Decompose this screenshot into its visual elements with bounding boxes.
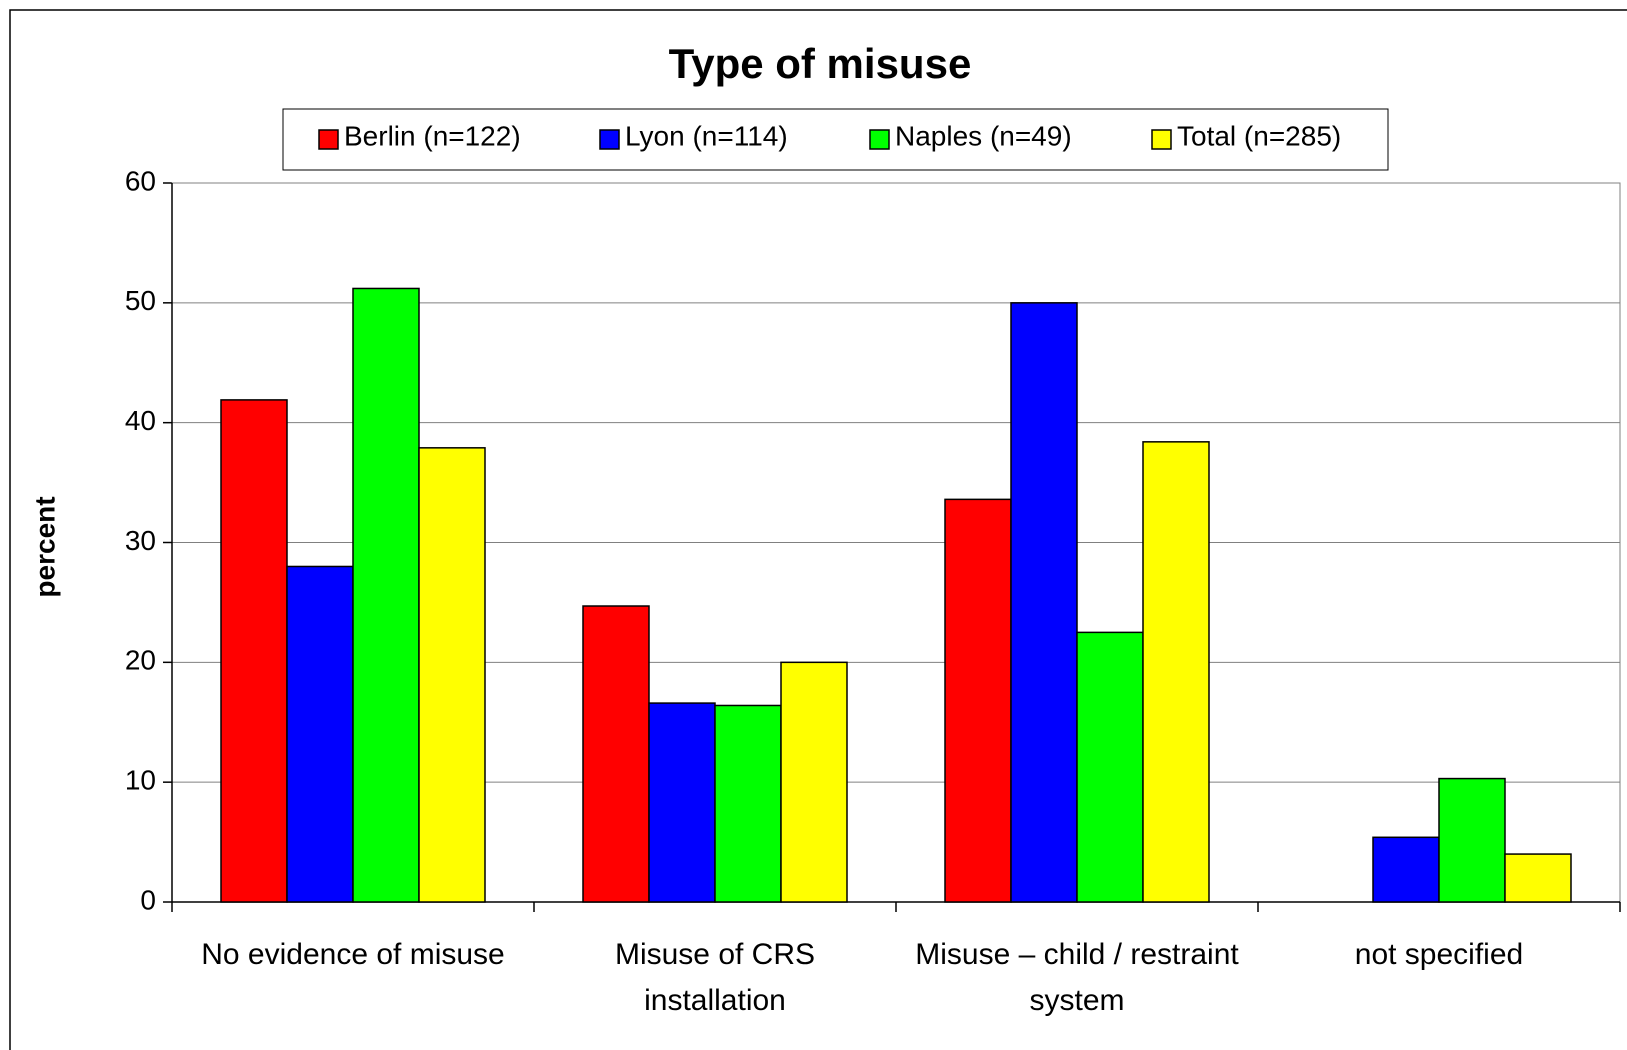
- legend-label: Naples (n=49): [895, 120, 1072, 151]
- legend-label: Total (n=285): [1177, 120, 1341, 151]
- y-tick-label: 0: [140, 884, 156, 915]
- y-axis-label: percent: [29, 496, 60, 597]
- chart-title: Type of misuse: [669, 40, 972, 87]
- legend-label: Lyon (n=114): [625, 120, 788, 151]
- x-tick-label: Misuse – child / restraint system: [915, 938, 1239, 1017]
- legend-swatch: [1151, 129, 1172, 150]
- x-tick-label: No evidence of misuse: [201, 938, 505, 971]
- y-tick-label: 40: [125, 405, 156, 436]
- chart-frame: [9, 9, 1627, 1050]
- y-tick-label: 60: [125, 165, 156, 196]
- bar: [714, 704, 782, 903]
- bar: [1010, 302, 1078, 903]
- legend-label: Berlin (n=122): [344, 120, 521, 151]
- bar: [220, 399, 288, 903]
- x-tick-label: not specified: [1354, 938, 1524, 971]
- legend-swatch: [599, 129, 620, 150]
- bar: [1372, 836, 1440, 903]
- legend-swatch: [869, 129, 890, 150]
- bar: [418, 447, 486, 903]
- x-tick-label: Misuse of CRS installation: [614, 938, 816, 1017]
- bar: [1142, 441, 1210, 903]
- y-tick-label: 30: [125, 525, 156, 556]
- bar: [582, 605, 650, 903]
- legend-box: [282, 108, 1389, 171]
- bar: [1076, 631, 1144, 903]
- bar: [1504, 853, 1572, 903]
- bar: [1438, 777, 1506, 903]
- bar: [286, 565, 354, 903]
- bar: [780, 661, 848, 903]
- bar: [944, 498, 1012, 903]
- bar: [648, 702, 716, 903]
- bar: [352, 287, 420, 903]
- y-tick-label: 10: [125, 765, 156, 796]
- y-tick-label: 20: [125, 645, 156, 676]
- y-tick-label: 50: [125, 285, 156, 316]
- legend-swatch: [318, 129, 339, 150]
